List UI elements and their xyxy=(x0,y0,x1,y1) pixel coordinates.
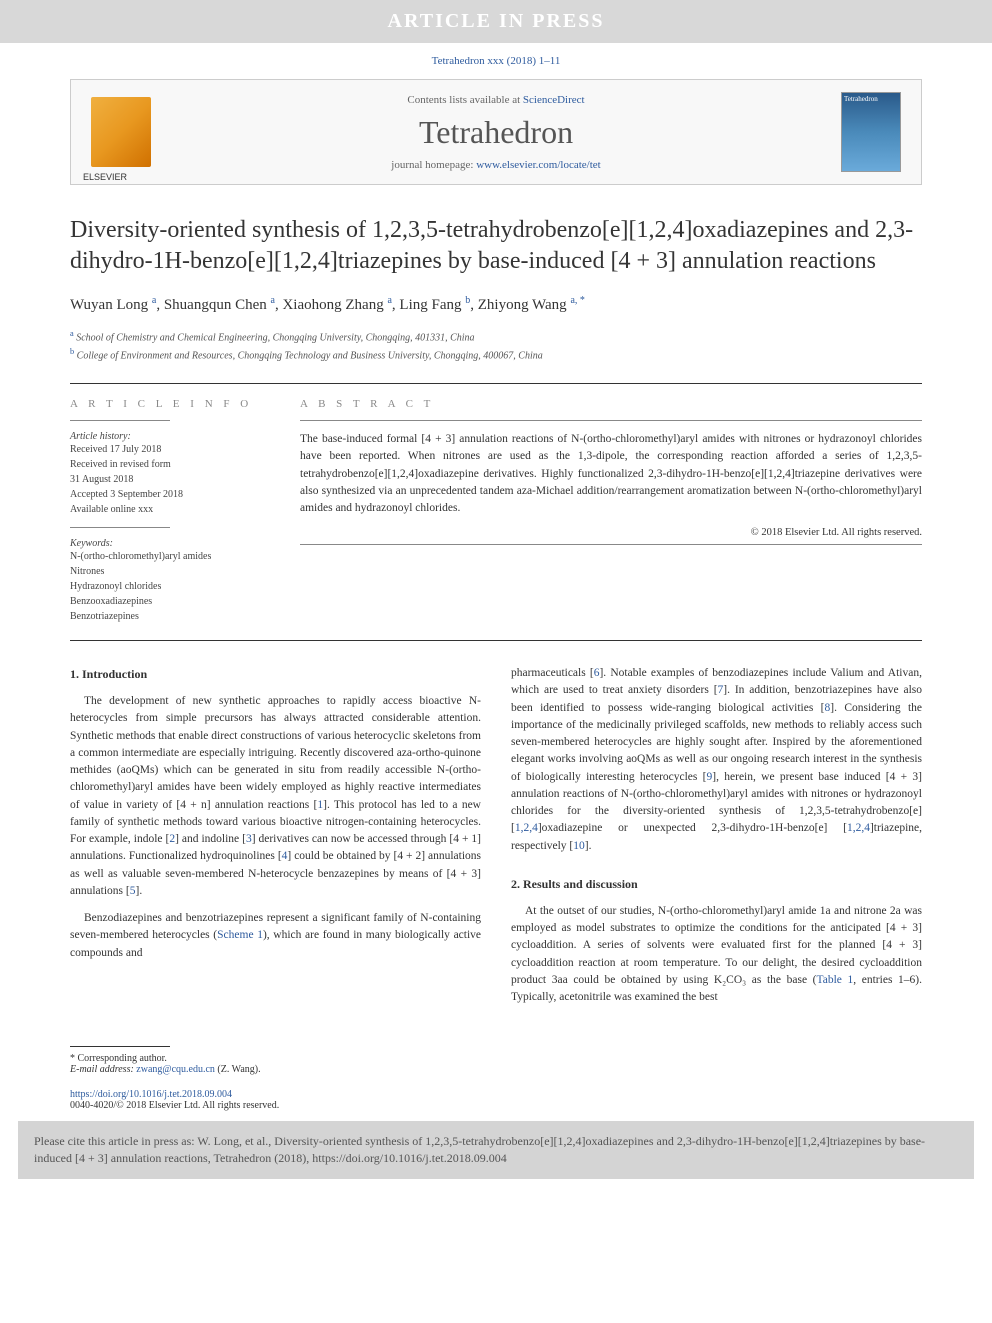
journal-name: Tetrahedron xyxy=(151,114,841,151)
col2-paragraph-1: pharmaceuticals [6]. Notable examples of… xyxy=(511,665,922,855)
abstract-divider xyxy=(300,420,922,421)
article-title: Diversity-oriented synthesis of 1,2,3,5-… xyxy=(70,215,922,277)
divider-1 xyxy=(70,383,922,384)
sciencedirect-link[interactable]: ScienceDirect xyxy=(523,94,585,106)
keyword: Benzotriazepines xyxy=(70,609,270,624)
email-label: E-mail address: xyxy=(70,1064,136,1075)
header-center: Contents lists available at ScienceDirec… xyxy=(151,94,841,171)
article-history: Received 17 July 2018 Received in revise… xyxy=(70,442,270,517)
abstract-heading: A B S T R A C T xyxy=(300,398,922,410)
affil-sup-a: a xyxy=(70,329,74,338)
affiliation-a: a School of Chemistry and Chemical Engin… xyxy=(70,328,922,345)
history-line: Received in revised form xyxy=(70,457,270,472)
body-column-left: 1. Introduction The development of new s… xyxy=(70,665,481,1016)
keyword: Nitrones xyxy=(70,564,270,579)
corresponding-label: * Corresponding author. xyxy=(70,1053,922,1064)
doi-link[interactable]: https://doi.org/10.1016/j.tet.2018.09.00… xyxy=(70,1089,232,1100)
elsevier-logo xyxy=(91,97,151,167)
full-width-divider xyxy=(70,640,922,641)
history-line: Available online xxx xyxy=(70,502,270,517)
abstract-copyright: © 2018 Elsevier Ltd. All rights reserved… xyxy=(300,527,922,538)
history-line: Accepted 3 September 2018 xyxy=(70,487,270,502)
affil-sup-b: b xyxy=(70,347,74,356)
keyword: Benzooxadiazepines xyxy=(70,594,270,609)
results-paragraph-1: At the outset of our studies, N-(ortho-c… xyxy=(511,903,922,1007)
intro-paragraph-1: The development of new synthetic approac… xyxy=(70,693,481,900)
journal-header: Contents lists available at ScienceDirec… xyxy=(70,79,922,185)
article-info-column: A R T I C L E I N F O Article history: R… xyxy=(70,398,270,624)
footnote-divider xyxy=(70,1046,170,1047)
corresponding-author-footnote: * Corresponding author. E-mail address: … xyxy=(70,1046,922,1075)
info-abstract-row: A R T I C L E I N F O Article history: R… xyxy=(70,398,922,624)
email-link[interactable]: zwang@cqu.edu.cn xyxy=(136,1064,215,1075)
homepage-link[interactable]: www.elsevier.com/locate/tet xyxy=(476,159,601,171)
history-line: 31 August 2018 xyxy=(70,472,270,487)
history-line: Received 17 July 2018 xyxy=(70,442,270,457)
author-list: Wuyan Long a, Shuangqun Chen a, Xiaohong… xyxy=(70,295,922,314)
top-citation: Tetrahedron xxx (2018) 1–11 xyxy=(0,43,992,79)
affiliations: a School of Chemistry and Chemical Engin… xyxy=(70,328,922,363)
abstract-bottom-divider xyxy=(300,544,922,545)
info-divider-2 xyxy=(70,527,170,528)
affil-text-a: School of Chemistry and Chemical Enginee… xyxy=(76,333,474,344)
section-2-heading: 2. Results and discussion xyxy=(511,875,922,893)
doi-block: https://doi.org/10.1016/j.tet.2018.09.00… xyxy=(70,1089,922,1111)
body-columns: 1. Introduction The development of new s… xyxy=(70,665,922,1016)
email-line: E-mail address: zwang@cqu.edu.cn (Z. Wan… xyxy=(70,1064,922,1075)
please-cite-box: Please cite this article in press as: W.… xyxy=(18,1121,974,1179)
homepage-line: journal homepage: www.elsevier.com/locat… xyxy=(151,159,841,171)
article-history-label: Article history: xyxy=(70,431,270,442)
doi-copyright: 0040-4020/© 2018 Elsevier Ltd. All right… xyxy=(70,1100,922,1111)
affiliation-b: b College of Environment and Resources, … xyxy=(70,346,922,363)
keyword: N-(ortho-chloromethyl)aryl amides xyxy=(70,549,270,564)
contents-prefix: Contents lists available at xyxy=(407,94,522,106)
keyword: Hydrazonoyl chlorides xyxy=(70,579,270,594)
intro-paragraph-2: Benzodiazepines and benzotriazepines rep… xyxy=(70,910,481,962)
affil-text-b: College of Environment and Resources, Ch… xyxy=(77,350,543,361)
homepage-prefix: journal homepage: xyxy=(391,159,476,171)
keywords-label: Keywords: xyxy=(70,538,270,549)
contents-lists-line: Contents lists available at ScienceDirec… xyxy=(151,94,841,106)
article-front-matter: Diversity-oriented synthesis of 1,2,3,5-… xyxy=(70,215,922,624)
article-info-heading: A R T I C L E I N F O xyxy=(70,398,270,410)
keywords-list: N-(ortho-chloromethyl)aryl amides Nitron… xyxy=(70,549,270,624)
abstract-column: A B S T R A C T The base-induced formal … xyxy=(300,398,922,624)
section-1-heading: 1. Introduction xyxy=(70,665,481,683)
article-in-press-banner: ARTICLE IN PRESS xyxy=(0,0,992,43)
abstract-text: The base-induced formal [4 + 3] annulati… xyxy=(300,431,922,517)
body-column-right: pharmaceuticals [6]. Notable examples of… xyxy=(511,665,922,1016)
info-divider-1 xyxy=(70,420,170,421)
journal-cover-thumbnail: Tetrahedron xyxy=(841,92,901,172)
email-suffix: (Z. Wang). xyxy=(215,1064,261,1075)
